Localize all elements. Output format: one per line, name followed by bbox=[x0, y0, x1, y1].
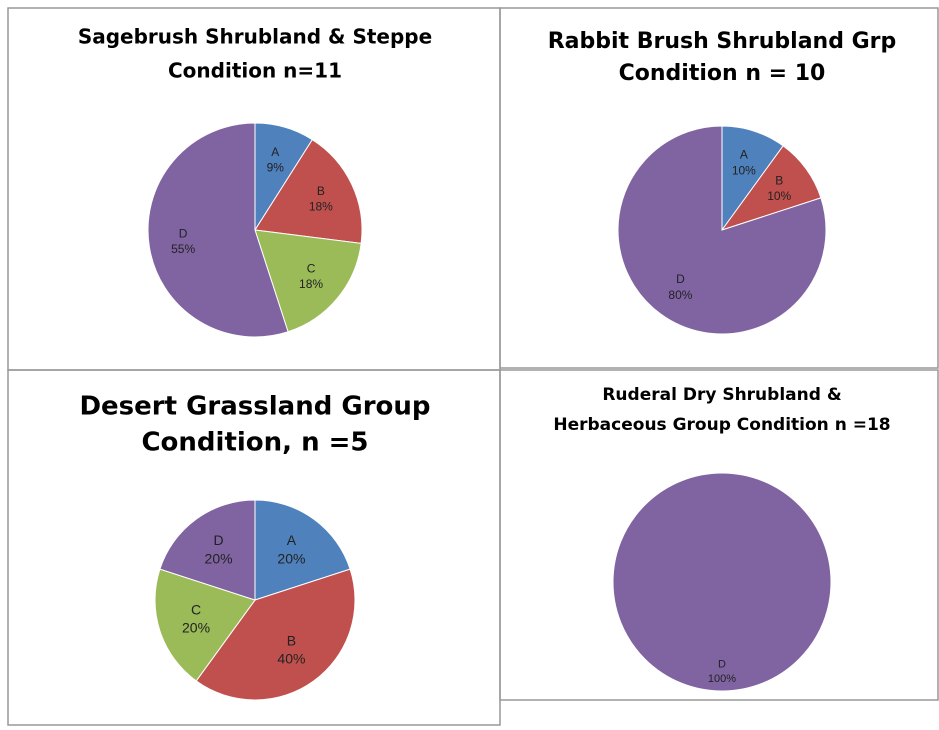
slice-label: 18% bbox=[299, 277, 323, 291]
pie-slice bbox=[617, 125, 827, 335]
slice-label: 55% bbox=[171, 242, 195, 256]
pie-slice bbox=[254, 499, 351, 601]
chart-title: Sagebrush Shrubland & Steppe bbox=[78, 25, 432, 49]
slice-label: 40% bbox=[277, 651, 305, 667]
pie-slice bbox=[154, 568, 256, 682]
slice-label: 10% bbox=[732, 163, 756, 177]
slice-category: D bbox=[179, 226, 188, 240]
pie-slice bbox=[195, 568, 356, 701]
slice-category: B bbox=[317, 184, 325, 198]
chart-title: Condition, n =5 bbox=[141, 428, 368, 458]
chart-title: Herbaceous Group Condition n =18 bbox=[553, 415, 890, 435]
slice-label: 80% bbox=[668, 288, 692, 302]
panel-frame bbox=[499, 369, 939, 701]
slice-label: 18% bbox=[309, 200, 333, 214]
panel-frame bbox=[499, 7, 939, 369]
slice-label: 20% bbox=[182, 620, 210, 636]
slice-category: B bbox=[287, 632, 296, 648]
chart-title: Rabbit Brush Shrubland Grp bbox=[548, 29, 897, 54]
pie-slice bbox=[147, 122, 289, 338]
slice-label: 10% bbox=[767, 189, 791, 203]
slice-label: 9% bbox=[267, 161, 285, 175]
slice-category: D bbox=[676, 272, 685, 286]
slice-label: 100% bbox=[708, 673, 736, 685]
pie-slice bbox=[159, 499, 256, 601]
chart-title: Ruderal Dry Shrubland & bbox=[602, 385, 841, 405]
chart-title: Condition n=11 bbox=[168, 59, 342, 83]
slice-category: A bbox=[287, 532, 297, 548]
chart-title: Desert Grassland Group bbox=[79, 392, 430, 422]
pie-slice bbox=[254, 138, 363, 244]
pie-slice bbox=[254, 229, 362, 333]
slice-category: B bbox=[775, 173, 783, 187]
slice-category: A bbox=[271, 145, 279, 159]
slice-category: D bbox=[718, 659, 726, 671]
slice-label: 20% bbox=[277, 550, 305, 566]
slice-category: D bbox=[213, 532, 223, 548]
pie-slice bbox=[612, 472, 832, 692]
slice-category: A bbox=[740, 148, 748, 162]
chart-title: Condition n = 10 bbox=[619, 61, 826, 86]
slice-category: C bbox=[307, 261, 316, 275]
slice-category: C bbox=[191, 601, 201, 617]
slice-label: 20% bbox=[205, 550, 233, 566]
